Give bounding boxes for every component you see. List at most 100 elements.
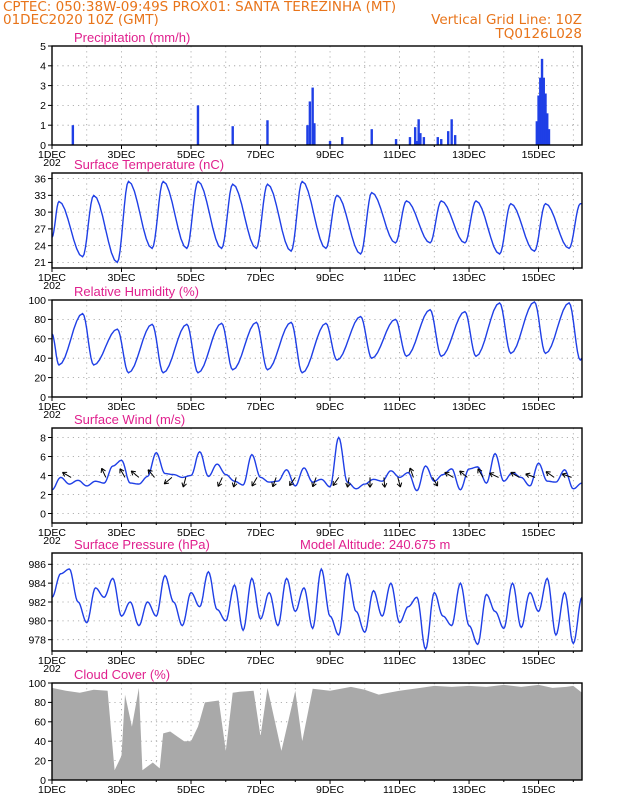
x-tick-label: 15DEC [522,527,556,539]
wind-arrow [181,477,187,488]
precip-bar [419,133,422,145]
wind-arrow [345,477,351,488]
wind-arrow [459,470,468,478]
y-tick-label: 1 [40,120,46,132]
wind-arrow [444,471,454,478]
y-tick-label: 60 [34,334,46,346]
x-tick-label: 1DEC [38,401,66,413]
precip-bar [446,131,450,145]
precip-bar [535,121,539,145]
y-tick-label: 100 [28,295,46,307]
y-tick-label: 982 [28,597,46,609]
x-tick-label: 7DEC [247,527,275,539]
cloud-cover-area [52,684,582,780]
precip-bar [231,126,234,145]
wind-arrow [62,471,72,478]
wind-arrow [251,477,258,487]
wind-arrow [408,467,414,478]
precip-bar [408,137,412,145]
y-tick-label: 6 [40,451,46,463]
wind-arrow [130,470,140,478]
x-tick-label: 15DEC [522,149,556,161]
wind-arrow [271,477,277,488]
precip-bar [328,141,332,145]
wind-arrow [163,477,173,485]
wind-frame [51,427,583,524]
x-tick-label: 7DEC [247,401,275,413]
precip-bar [547,129,551,145]
x-tick-label: 3DEC [108,149,136,161]
precip-bar [436,137,439,145]
y-tick-label: 21 [34,257,46,269]
header-code: TQ0126L028 [495,26,582,42]
y-tick-label: 980 [28,616,46,628]
x-tick-label: 9DEC [316,784,344,796]
precip-bar [340,137,344,145]
x-tick-label: 7DEC [247,655,275,667]
x-year-stub: 202 [43,663,61,675]
x-tick-label: 13DEC [452,272,486,284]
x-tick-label: 1DEC [38,655,66,667]
precip-bar [417,119,420,145]
rh-panel: 0 20 40 60 80 100 1DEC 3DEC 5DEC 7DEC 9DEC 11DEC 13D… [28,284,583,421]
x-tick-label: 13DEC [452,527,486,539]
precip-bar [540,58,544,146]
y-tick-label: 4 [40,470,46,482]
y-tick-label: 40 [34,353,46,365]
wind-arrow [561,472,572,478]
y-tick-label: 978 [28,634,46,646]
x-year-stub: 202 [43,409,61,421]
header-date: 01DEC2020 10Z (GMT) [3,12,159,28]
precip-bar [196,105,200,145]
x-tick-label: 5DEC [177,272,205,284]
x-tick-label: 1DEC [38,784,66,796]
precip-bar [370,129,373,145]
x-tick-label: 15DEC [522,272,556,284]
x-tick-label: 3DEC [108,527,136,539]
pres-annotation: Model Altitude: 240.675 m [300,537,450,552]
y-tick-label: 36 [34,173,46,185]
wind-arrow [396,477,403,488]
y-tick-label: 8 [40,432,46,444]
x-tick-label: 9DEC [316,401,344,413]
y-tick-label: 80 [34,314,46,326]
rh-title: Relative Humidity (%) [74,284,199,299]
y-tick-label: 2 [40,100,46,112]
x-year-stub: 202 [43,280,61,292]
cloud-title: Cloud Cover (%) [74,667,170,682]
precip-bar [308,101,312,145]
precip-bar [544,93,547,145]
x-tick-label: 13DEC [452,655,486,667]
x-tick-label: 5DEC [177,527,205,539]
x-tick-label: 7DEC [247,272,275,284]
x-tick-label: 5DEC [177,401,205,413]
wind-panel: 0 2 4 6 8 1DEC 3DEC 5DEC 7DEC 9DEC 11DEC 13DEC 15DEC… [38,412,583,547]
x-tick-label: 15DEC [522,401,556,413]
y-tick-label: 80 [34,697,46,709]
precip-bar [306,125,309,145]
y-tick-label: 100 [28,678,46,690]
precip-frame [51,45,583,146]
x-tick-label: 3DEC [108,784,136,796]
y-tick-label: 3 [40,80,46,92]
x-tick-label: 11DEC [383,401,416,413]
precip-bar [542,77,545,145]
wind-arrow [367,477,373,488]
cloud-frame [51,682,583,781]
precip-bar [539,77,542,145]
x-year-stub: 202 [43,535,61,547]
y-tick-label: 986 [28,559,46,571]
temp-title: Surface Temperature (nC) [74,157,224,172]
precip-bar [537,95,540,145]
wind-arrow [510,471,520,478]
wind-arrow [217,477,223,487]
y-tick-label: 20 [34,372,46,384]
x-tick-label: 13DEC [452,784,486,796]
x-tick-label: 11DEC [383,272,416,284]
precip-bar [394,139,398,145]
wind-arrow [119,468,126,478]
x-tick-label: 3DEC [108,401,136,413]
x-tick-label: 11DEC [383,655,416,667]
y-tick-label: 40 [34,736,46,748]
